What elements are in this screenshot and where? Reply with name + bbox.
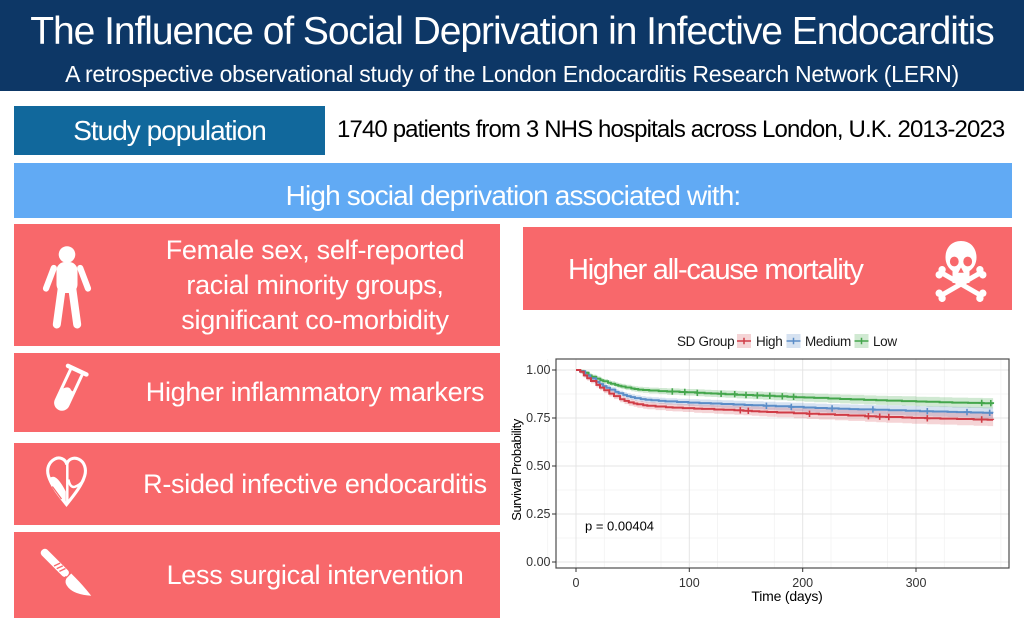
svg-text:SD Group: SD Group: [677, 334, 734, 349]
svg-text:0.25: 0.25: [526, 507, 550, 521]
svg-text:p = 0.00404: p = 0.00404: [585, 519, 654, 534]
svg-text:Medium: Medium: [805, 334, 851, 349]
svg-text:1.00: 1.00: [526, 363, 550, 377]
svg-text:Survival Probability: Survival Probability: [509, 418, 524, 520]
svg-text:High: High: [756, 334, 782, 349]
svg-text:0: 0: [573, 576, 580, 590]
svg-text:Time (days): Time (days): [751, 588, 822, 604]
svg-text:200: 200: [792, 576, 813, 590]
svg-text:100: 100: [679, 576, 700, 590]
svg-text:Low: Low: [873, 334, 897, 349]
svg-text:0.75: 0.75: [526, 411, 550, 425]
svg-text:0.50: 0.50: [526, 459, 550, 473]
svg-text:300: 300: [906, 576, 927, 590]
svg-text:0.00: 0.00: [526, 555, 550, 569]
